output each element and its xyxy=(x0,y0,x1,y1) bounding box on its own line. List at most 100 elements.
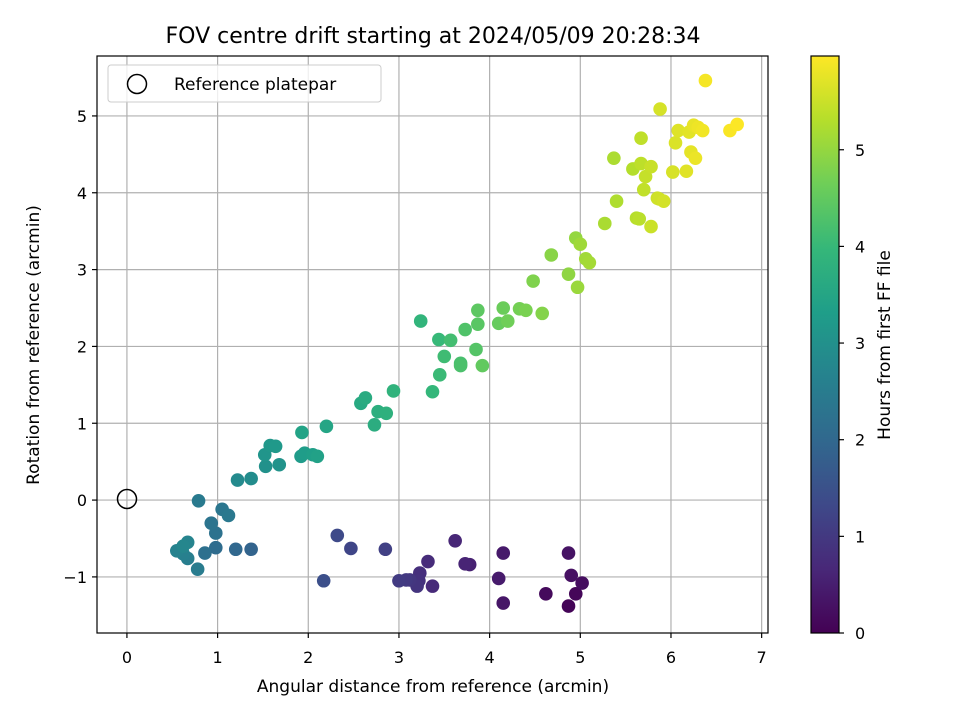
legend-marker-open-circle xyxy=(126,73,148,95)
data-point xyxy=(367,417,382,432)
data-point xyxy=(561,599,576,613)
data-point xyxy=(244,542,258,557)
data-point xyxy=(258,459,273,474)
data-point xyxy=(176,539,190,553)
data-point xyxy=(539,587,553,601)
data-point xyxy=(208,540,223,555)
legend-label: Reference platepar xyxy=(174,75,336,95)
data-point xyxy=(519,303,533,318)
data-point xyxy=(561,267,576,281)
data-point xyxy=(458,322,472,337)
legend: Reference platepar xyxy=(107,64,382,103)
y-tick-label: 2 xyxy=(77,337,87,356)
y-tick-label: 1 xyxy=(77,414,87,433)
data-point xyxy=(358,391,373,405)
data-point xyxy=(561,546,576,560)
data-point xyxy=(244,471,258,486)
data-point xyxy=(204,516,219,530)
colorbar-tick-label: 1 xyxy=(855,527,865,546)
y-axis-ticks: −1 0 1 2 3 4 5 xyxy=(63,107,97,587)
data-point xyxy=(272,457,287,472)
data-point xyxy=(316,573,331,588)
data-point xyxy=(535,306,550,321)
data-point xyxy=(671,123,686,138)
data-point xyxy=(198,546,212,560)
colorbar-label: Hours from first FF file xyxy=(875,250,895,440)
data-point xyxy=(421,554,435,569)
data-point xyxy=(526,274,540,288)
legend-box xyxy=(107,64,382,103)
colorbar-gradient xyxy=(811,56,839,633)
y-tick-label: 0 xyxy=(77,491,87,510)
data-point xyxy=(679,164,694,179)
data-point xyxy=(582,255,597,270)
data-point xyxy=(330,528,345,543)
data-point xyxy=(310,449,325,464)
data-point xyxy=(268,439,283,454)
x-axis-ticks: 0 1 2 3 4 5 6 7 xyxy=(122,633,767,667)
data-point xyxy=(448,534,462,548)
data-point xyxy=(665,165,680,179)
colorbar-tick-label: 4 xyxy=(855,237,865,256)
data-point xyxy=(573,237,588,252)
data-point xyxy=(425,384,440,399)
data-point xyxy=(471,303,485,318)
data-point xyxy=(698,73,713,88)
data-point xyxy=(295,425,309,440)
data-point xyxy=(437,349,452,364)
x-tick-label: 7 xyxy=(757,648,767,667)
x-tick-label: 0 xyxy=(122,648,132,667)
y-tick-label: −1 xyxy=(63,568,87,587)
data-point xyxy=(688,151,703,165)
data-point xyxy=(597,216,612,231)
y-tick-label: 5 xyxy=(77,107,87,126)
data-point xyxy=(500,314,515,328)
data-point xyxy=(636,182,651,197)
plot-frame xyxy=(96,55,769,634)
x-tick-label: 4 xyxy=(485,648,495,667)
colorbar-ticks: 0 1 2 3 4 5 xyxy=(839,141,865,643)
data-point xyxy=(379,406,394,421)
reference-point-marker xyxy=(116,488,138,510)
x-tick-label: 6 xyxy=(666,648,676,667)
data-point xyxy=(425,579,440,593)
grid xyxy=(97,56,768,633)
data-point xyxy=(496,596,511,610)
data-point xyxy=(458,557,472,571)
chart-title: FOV centre drift starting at 2024/05/09 … xyxy=(166,24,701,49)
data-point xyxy=(496,301,511,315)
data-point xyxy=(319,419,334,434)
data-point xyxy=(632,212,647,226)
data-point xyxy=(634,131,648,146)
y-axis-label: Rotation from reference (arcmin) xyxy=(24,205,44,485)
data-point xyxy=(386,384,401,398)
data-point xyxy=(644,219,658,234)
data-point xyxy=(221,508,236,523)
data-point xyxy=(392,573,406,588)
x-tick-label: 2 xyxy=(303,648,313,667)
x-tick-label: 1 xyxy=(213,648,223,667)
data-point xyxy=(568,587,583,601)
data-point xyxy=(695,123,710,138)
data-point xyxy=(609,194,624,209)
data-point xyxy=(443,333,458,348)
colorbar-tick-label: 5 xyxy=(855,141,865,160)
data-point xyxy=(607,151,621,165)
data-point xyxy=(496,546,511,560)
data-point xyxy=(491,571,506,586)
data-point xyxy=(638,169,653,184)
colorbar: 0 1 2 3 4 5 Hours from first FF file xyxy=(810,55,895,643)
data-point xyxy=(228,542,243,557)
data-points xyxy=(169,73,744,613)
data-point xyxy=(191,494,206,508)
data-point xyxy=(471,317,485,331)
colorbar-tick-label: 2 xyxy=(855,431,865,450)
data-point xyxy=(432,368,447,382)
x-tick-label: 5 xyxy=(575,648,585,667)
colorbar-tick-label: 3 xyxy=(855,334,865,353)
data-point xyxy=(230,473,245,487)
data-point xyxy=(644,159,658,174)
data-point xyxy=(656,194,671,209)
data-point xyxy=(378,542,393,557)
